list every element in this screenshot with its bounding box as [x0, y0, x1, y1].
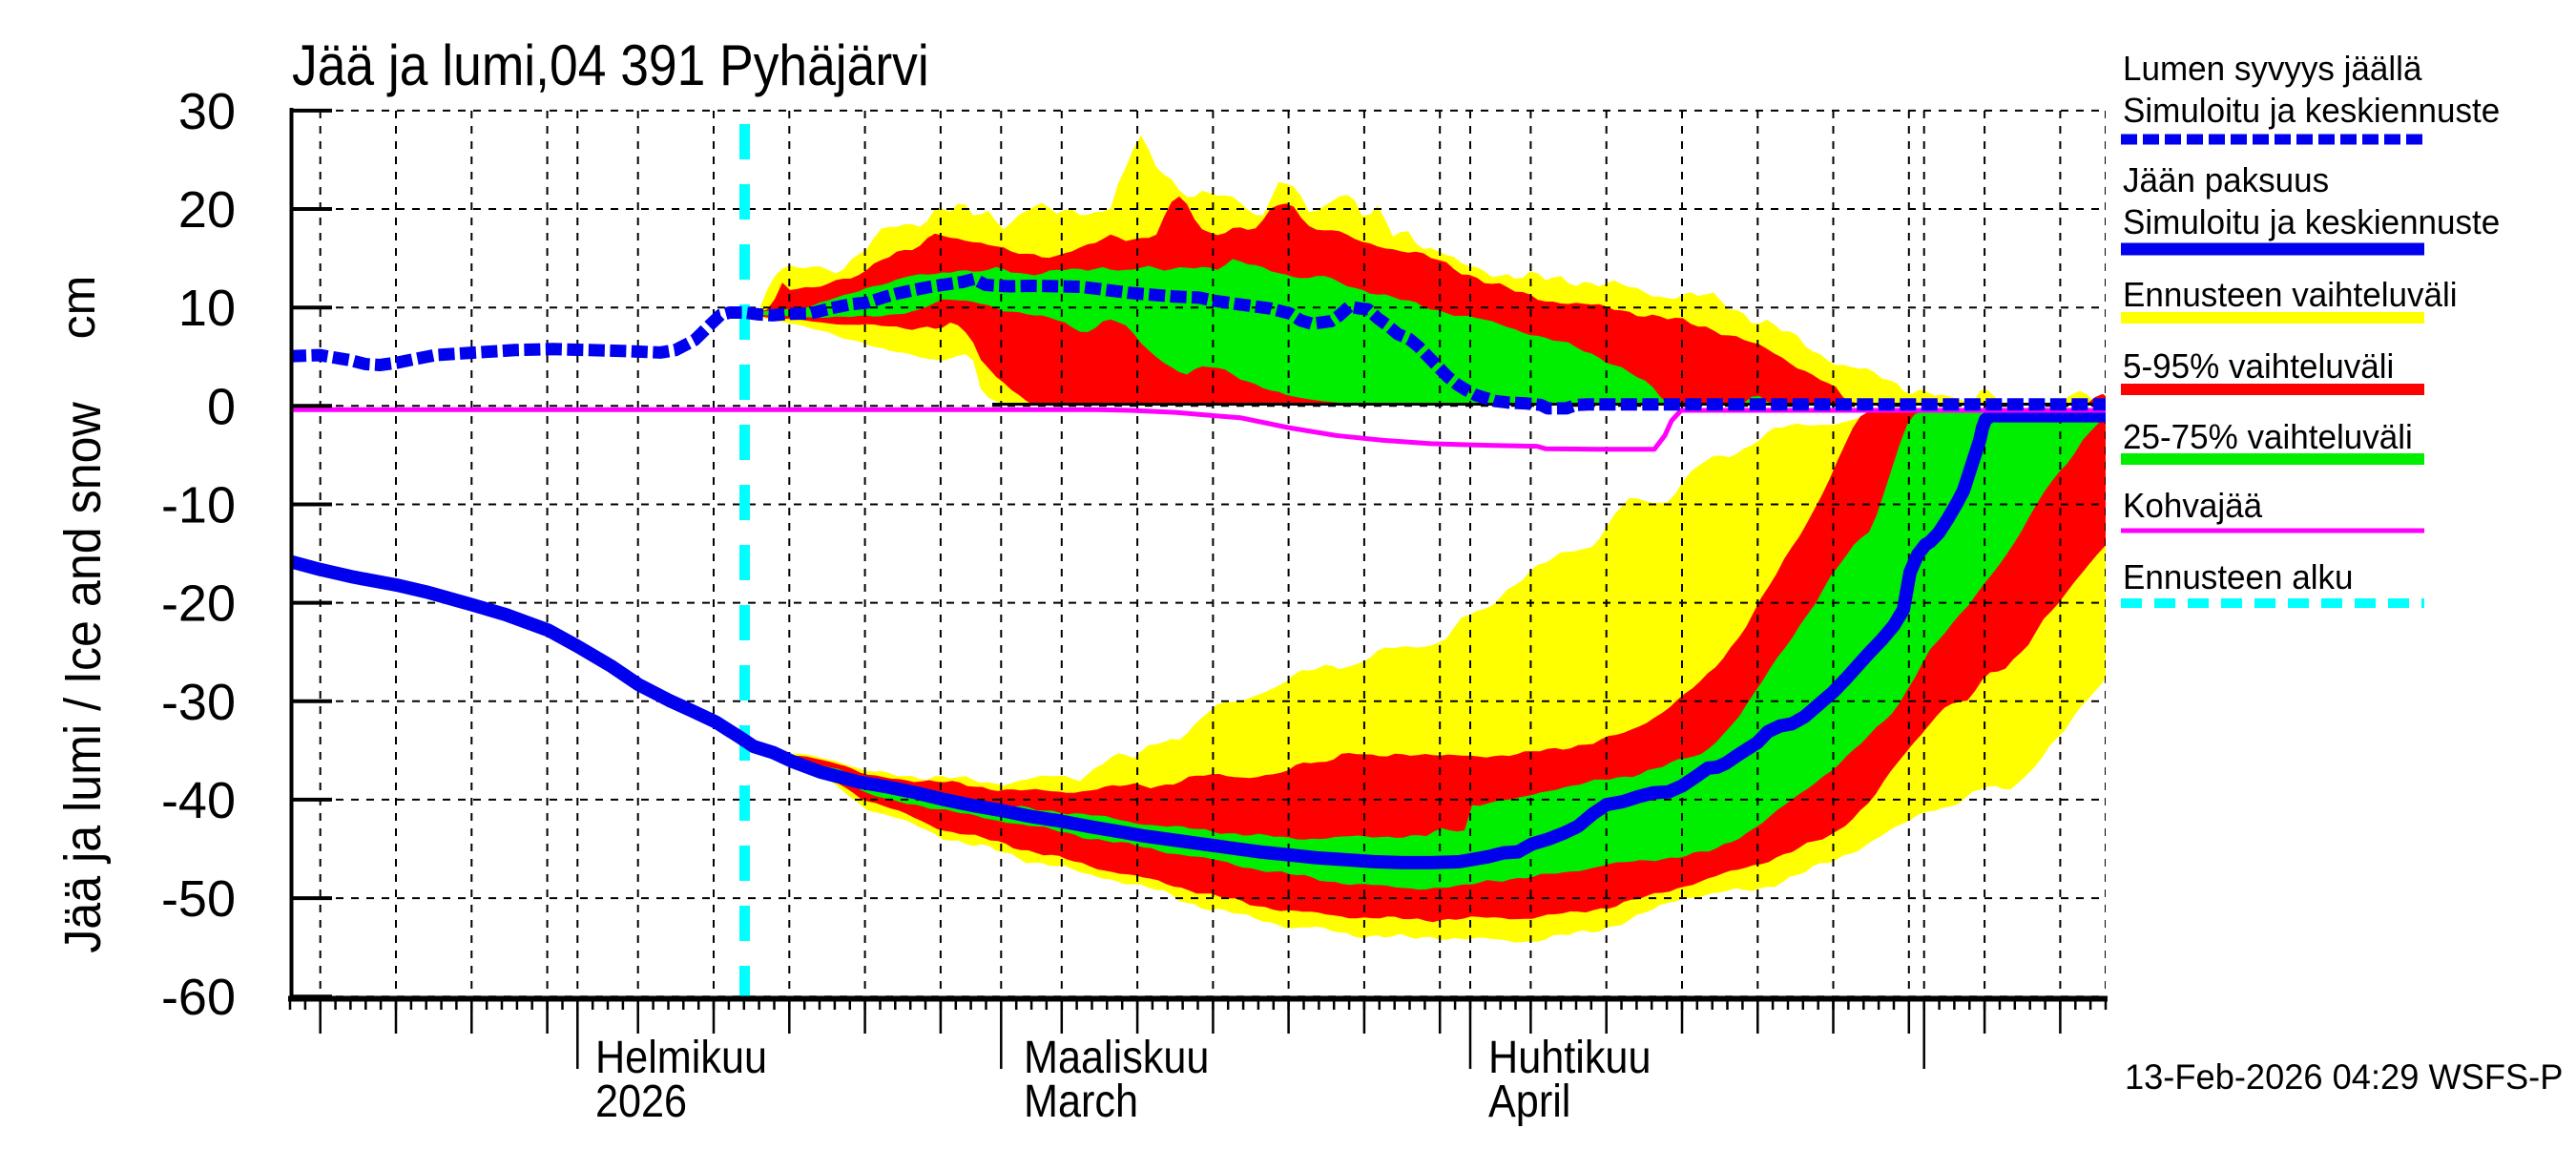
svg-text:Helmikuu: Helmikuu — [595, 1032, 767, 1083]
svg-text:cm: cm — [52, 276, 105, 340]
svg-text:Maaliskuu: Maaliskuu — [1024, 1032, 1209, 1083]
svg-text:Jään paksuus: Jään paksuus — [2123, 160, 2329, 199]
svg-text:-20: -20 — [161, 575, 236, 633]
svg-text:Jää ja lumi,04 391 Pyhäjärvi: Jää ja lumi,04 391 Pyhäjärvi — [292, 34, 929, 98]
svg-text:Simuloitu ja keskiennuste: Simuloitu ja keskiennuste — [2123, 202, 2500, 241]
svg-text:-10: -10 — [161, 476, 236, 533]
svg-text:Huhtikuu: Huhtikuu — [1488, 1032, 1651, 1083]
svg-text:10: 10 — [178, 280, 236, 337]
svg-text:5-95% vaihteluväli: 5-95% vaihteluväli — [2123, 346, 2394, 386]
svg-text:March: March — [1024, 1076, 1138, 1127]
svg-text:Lumen syvyys jäällä: Lumen syvyys jäällä — [2123, 49, 2422, 88]
svg-text:20: 20 — [178, 181, 236, 239]
svg-text:30: 30 — [178, 83, 236, 140]
svg-text:April: April — [1488, 1076, 1570, 1127]
svg-text:-60: -60 — [161, 969, 236, 1026]
svg-text:25-75% vaihteluväli: 25-75% vaihteluväli — [2123, 417, 2413, 456]
svg-text:Ennusteen alku: Ennusteen alku — [2123, 557, 2353, 596]
svg-text:-40: -40 — [161, 772, 236, 829]
svg-text:Simuloitu ja keskiennuste: Simuloitu ja keskiennuste — [2123, 91, 2500, 130]
svg-text:Kohvajää: Kohvajää — [2123, 486, 2262, 525]
svg-text:-30: -30 — [161, 674, 236, 731]
svg-text:Ennusteen vaihteluväli: Ennusteen vaihteluväli — [2123, 275, 2458, 314]
svg-text:Jää ja lumi / Ice and snow: Jää ja lumi / Ice and snow — [54, 402, 112, 953]
svg-text:0: 0 — [207, 378, 236, 435]
svg-text:-50: -50 — [161, 870, 236, 928]
svg-text:13-Feb-2026 04:29 WSFS-P: 13-Feb-2026 04:29 WSFS-P — [2125, 1057, 2563, 1097]
svg-text:2026: 2026 — [595, 1076, 687, 1127]
